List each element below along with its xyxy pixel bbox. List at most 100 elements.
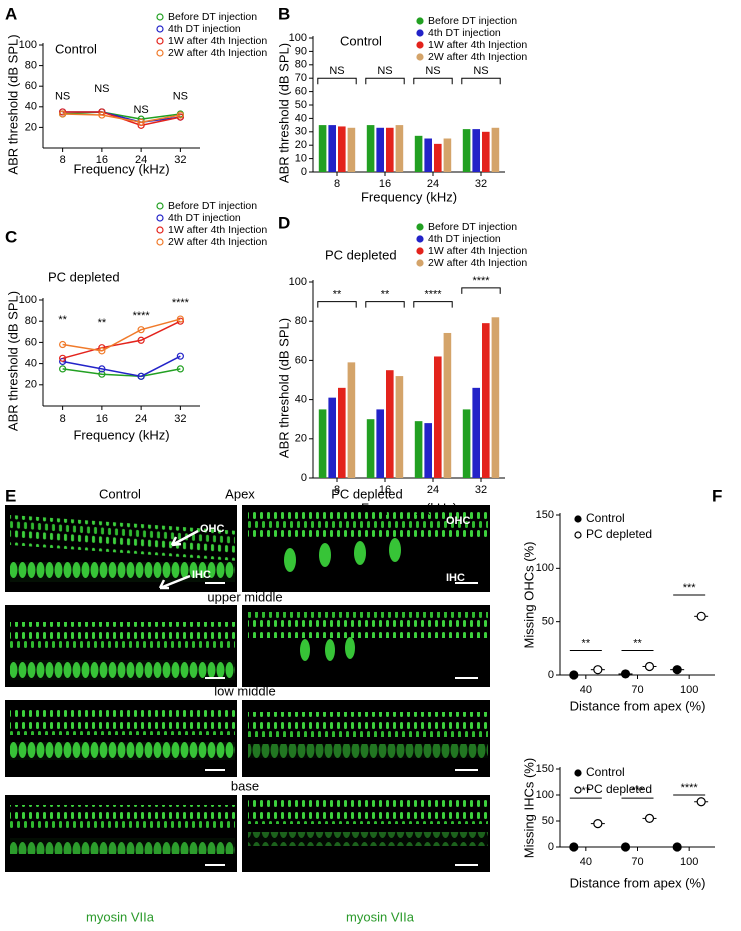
legend-marker bbox=[156, 37, 164, 45]
data-point bbox=[176, 365, 184, 373]
bar bbox=[424, 423, 432, 478]
bar bbox=[395, 376, 404, 478]
data-point bbox=[59, 357, 67, 366]
annotation: NS bbox=[473, 65, 488, 77]
panel-e: E Control Apex PC depleted upper middle … bbox=[5, 486, 490, 924]
data-point bbox=[98, 347, 106, 355]
significance-bracket bbox=[413, 77, 453, 85]
x-tick-label: 32 bbox=[174, 413, 186, 425]
x-axis-label: Frequency (kHz) bbox=[73, 161, 169, 176]
cell-label: IHC bbox=[446, 572, 465, 584]
legend-label: 4th DT injection bbox=[428, 233, 501, 245]
legend-marker bbox=[416, 29, 424, 37]
y-tick-label: 20 bbox=[295, 433, 307, 445]
legend-marker bbox=[574, 769, 582, 777]
annotation: ** bbox=[582, 637, 591, 649]
legend-label: 4th DT injection bbox=[168, 23, 241, 35]
panel-letter: A bbox=[5, 4, 17, 23]
legend-label: 4th DT injection bbox=[168, 212, 241, 224]
annotation: *** bbox=[631, 785, 645, 797]
x-tick-label: 8 bbox=[60, 413, 66, 425]
y-tick-label: 80 bbox=[295, 59, 307, 71]
series-line bbox=[62, 368, 181, 378]
chart-title: PC depleted bbox=[325, 247, 397, 262]
legend-marker bbox=[574, 515, 582, 523]
bar bbox=[386, 370, 394, 478]
y-tick-label: 70 bbox=[295, 72, 307, 84]
data-point bbox=[59, 340, 67, 349]
data-point bbox=[59, 108, 67, 116]
panel-letter: B bbox=[278, 4, 290, 23]
annotation: NS bbox=[173, 90, 188, 102]
legend-marker bbox=[416, 17, 424, 25]
y-tick-label: 0 bbox=[548, 669, 554, 681]
significance-bracket bbox=[365, 301, 405, 308]
x-tick-label: 40 bbox=[580, 856, 592, 868]
y-tick-label: 50 bbox=[295, 99, 307, 111]
data-point bbox=[569, 670, 579, 680]
data-point bbox=[672, 842, 682, 852]
bar bbox=[386, 127, 394, 172]
x-tick-label: 8 bbox=[334, 484, 340, 496]
bar bbox=[328, 397, 336, 478]
data-point bbox=[176, 113, 184, 121]
y-axis-label: ABR threshold (dB SPL) bbox=[5, 291, 20, 431]
bar bbox=[347, 127, 356, 172]
stain-label: myosin VIIa bbox=[346, 909, 415, 924]
annotation: **** bbox=[133, 310, 151, 322]
y-tick-label: 40 bbox=[25, 101, 37, 113]
legend-marker bbox=[156, 25, 164, 33]
legend-label: 2W after 4th Injection bbox=[428, 257, 527, 269]
bar bbox=[366, 125, 375, 172]
y-tick-label: 150 bbox=[536, 509, 554, 521]
data-point bbox=[137, 336, 145, 344]
annotation: ** bbox=[381, 289, 390, 301]
legend-label: 1W after 4th Injection bbox=[168, 35, 267, 47]
cell-label: IHC bbox=[192, 569, 211, 581]
annotation: NS bbox=[94, 83, 109, 95]
data-point bbox=[696, 797, 706, 807]
annotation: ** bbox=[98, 317, 107, 329]
data-point bbox=[620, 669, 631, 679]
y-tick-label: 50 bbox=[542, 616, 554, 628]
x-tick-label: 32 bbox=[475, 178, 487, 190]
bar bbox=[318, 125, 327, 172]
legend-marker bbox=[416, 247, 424, 255]
data-point bbox=[59, 110, 67, 118]
chart-title: Control bbox=[55, 41, 97, 56]
bar bbox=[472, 387, 480, 478]
x-axis-label: Frequency (kHz) bbox=[73, 427, 169, 442]
y-tick-label: 100 bbox=[536, 789, 554, 801]
y-tick-label: 90 bbox=[295, 45, 307, 57]
x-tick-label: 70 bbox=[631, 684, 643, 696]
legend-label: 1W after 4th Injection bbox=[428, 245, 527, 257]
data-point bbox=[176, 317, 184, 325]
legend-marker bbox=[156, 214, 164, 222]
significance-bracket bbox=[461, 287, 501, 294]
legend-marker bbox=[416, 53, 424, 61]
bar bbox=[414, 421, 423, 478]
bar bbox=[395, 125, 404, 172]
x-tick-label: 16 bbox=[379, 484, 391, 496]
bar bbox=[482, 323, 490, 478]
data-point bbox=[137, 326, 145, 334]
annotation: ** bbox=[58, 314, 67, 326]
y-tick-label: 80 bbox=[295, 315, 307, 327]
x-tick-label: 100 bbox=[680, 856, 698, 868]
y-axis-label: Missing IHCs (%) bbox=[521, 758, 536, 858]
series-line bbox=[62, 318, 181, 352]
annotation: NS bbox=[329, 65, 344, 77]
y-tick-label: 40 bbox=[295, 112, 307, 124]
legend-marker bbox=[156, 202, 164, 210]
legend-label: Before DT injection bbox=[428, 15, 517, 27]
legend-marker bbox=[416, 41, 424, 49]
y-tick-label: 0 bbox=[548, 841, 554, 853]
bar bbox=[347, 362, 356, 478]
x-axis-label: Distance from apex (%) bbox=[570, 875, 706, 890]
stain-label: myosin VIIa bbox=[86, 909, 155, 924]
bar bbox=[482, 131, 490, 172]
legend-label: 2W after 4th Injection bbox=[168, 47, 267, 59]
bar bbox=[424, 138, 432, 172]
y-tick-label: 50 bbox=[542, 815, 554, 827]
